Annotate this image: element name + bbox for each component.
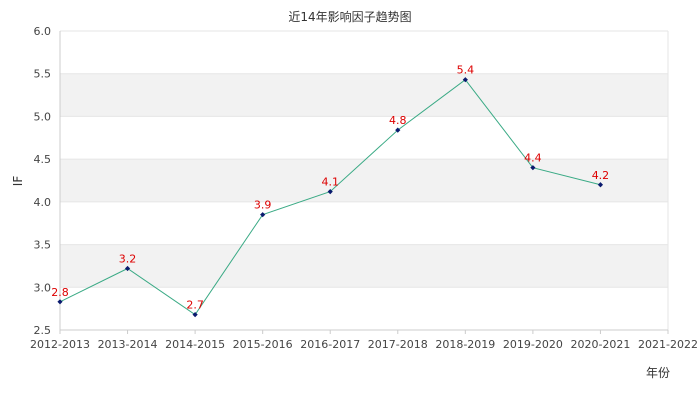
data-point: [192, 312, 198, 318]
data-label: 4.2: [592, 169, 610, 182]
plot-bands: [60, 73, 668, 288]
data-labels: 2.8 3.2 2.7 3.9 4.1 4.8 5.4 4.4 4.2: [51, 64, 609, 312]
x-tick-label: 2019-2020: [503, 338, 563, 351]
y-axis-title: IF: [11, 176, 25, 187]
y-tick-label: 2.5: [34, 324, 52, 337]
data-label: 4.8: [389, 114, 407, 127]
chart-title: 近14年影响因子趋势图: [288, 9, 411, 24]
y-tick-label: 5.5: [34, 68, 52, 81]
data-point: [124, 265, 131, 272]
data-markers: [57, 77, 604, 318]
data-label: 4.4: [524, 152, 542, 165]
x-axis-title: 年份: [646, 366, 670, 380]
plot-band: [60, 73, 668, 117]
y-tick-label: 4.5: [34, 153, 52, 166]
x-tick-label: 2021-2022: [638, 338, 698, 351]
data-point: [597, 182, 604, 188]
data-label: 2.8: [51, 286, 69, 299]
y-tick-label: 5.0: [34, 110, 52, 123]
data-point: [462, 77, 468, 83]
plot-band: [60, 159, 668, 202]
x-tick-label: 2020-2021: [570, 338, 630, 351]
y-tick-label: 3.0: [34, 281, 52, 294]
y-tick-label: 3.5: [34, 239, 52, 252]
x-tick-label: 2013-2014: [98, 338, 158, 351]
data-point: [260, 212, 266, 218]
x-tick-label: 2014-2015: [165, 338, 225, 351]
x-tick-label: 2015-2016: [233, 338, 293, 351]
plot-band: [60, 244, 668, 288]
data-label: 5.4: [457, 64, 475, 77]
grid-lines: [60, 30, 669, 331]
data-point: [395, 127, 401, 133]
x-axis-ticks: 2012-2013 2013-2014 2014-2015 2015-2016 2016…: [30, 330, 698, 351]
data-point: [327, 189, 333, 195]
x-tick-label: 2012-2013: [30, 338, 90, 351]
x-tick-label: 2018-2019: [435, 338, 495, 351]
data-label: 2.7: [186, 299, 204, 312]
data-label: 4.1: [321, 176, 339, 189]
y-axis-ticks: 2.5 3.0 3.5 4.0 4.5 5.0 5.5 6.0: [34, 25, 52, 337]
data-point: [57, 299, 63, 305]
x-tick-label: 2017-2018: [368, 338, 428, 351]
y-tick-label: 6.0: [34, 25, 52, 38]
x-tick-label: 2016-2017: [300, 338, 360, 351]
data-label: 3.9: [254, 199, 272, 212]
y-tick-label: 4.0: [34, 196, 52, 209]
data-point: [530, 165, 536, 171]
data-label: 3.2: [119, 252, 137, 265]
